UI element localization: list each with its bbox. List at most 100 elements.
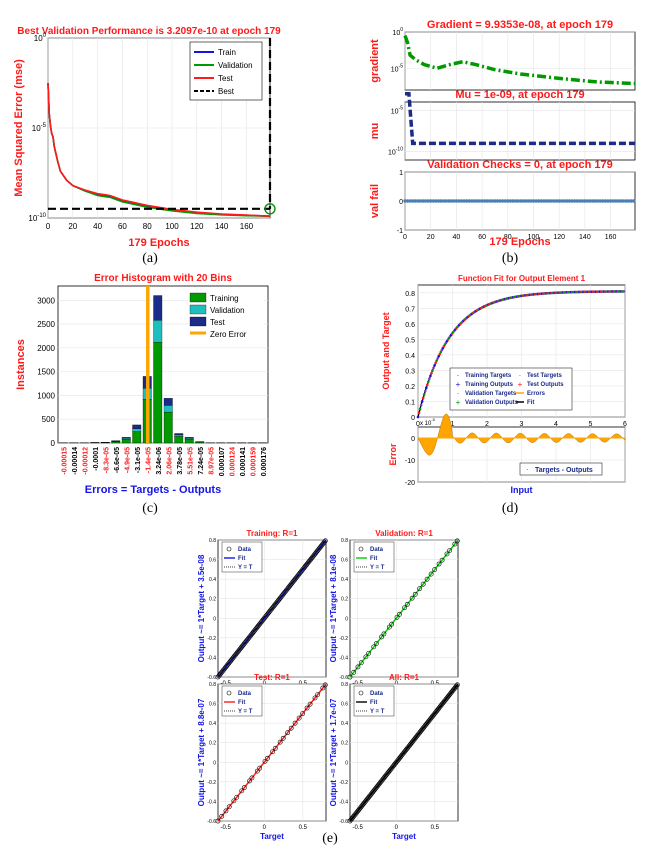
caption-e: (e) — [322, 831, 338, 846]
ytick-e-0-1: 0.6 — [209, 558, 216, 564]
data-e-2-12 — [262, 758, 268, 764]
series-b-valfail-point-146 — [590, 199, 595, 203]
panel-e-regression: Training: R=1 Target Output ~= 1*Target + … — [197, 529, 460, 841]
ytick-e-2-2: 0.4 — [209, 721, 216, 727]
data-e-2-27 — [320, 685, 326, 691]
caption-a: (a) — [142, 251, 158, 266]
series-b-valfail-point-152 — [598, 199, 603, 203]
series-b-valfail-point-38 — [452, 199, 456, 203]
series-b-mu — [405, 91, 635, 146]
xlabel-a: 179 Epochs — [128, 237, 189, 249]
legend-e-swatch-data-3 — [358, 690, 364, 696]
ytick-d-1: 0.1 — [405, 399, 415, 406]
series-b-valfail-point-48 — [464, 199, 469, 203]
series-b-valfail-point-128 — [567, 199, 572, 203]
legend-d-err-swatch: · — [526, 465, 529, 474]
series-b-valfail-point-20 — [428, 199, 433, 203]
data-e-2-14 — [270, 749, 276, 755]
xtick-c-18: 0.000159 — [250, 447, 257, 476]
ytick-a-1: 10-5 — [32, 123, 47, 133]
series-b-valfail-point-18 — [426, 199, 430, 203]
xtick-e-3-2: 0.5 — [431, 825, 440, 831]
legend-d-swatch-5: + — [518, 380, 523, 389]
series-d-point-13 — [430, 371, 433, 375]
xtick-c-5: -6.6e-05 — [114, 447, 121, 473]
series-b-valfail-point-10 — [416, 199, 420, 203]
series-b-valfail-point-72 — [495, 199, 500, 203]
title-d: Function Fit for Output Element 1 — [458, 274, 586, 283]
series-b-valfail-point-40 — [454, 199, 459, 203]
xtick-c-15: 0.000107 — [219, 447, 226, 476]
best-a-marker — [264, 203, 276, 215]
title-b-1: Mu = 1e-09, at epoch 179 — [455, 89, 584, 101]
legend-c-swatch-1 — [189, 304, 207, 315]
data-e-1-13 — [397, 611, 402, 617]
legend-a-label-2: Test — [218, 74, 233, 83]
fit-e-1 — [349, 539, 459, 678]
series-b-valfail-point-86 — [513, 199, 518, 203]
ytick-e-1-2: 0.4 — [341, 577, 348, 583]
series-d-point-3 — [419, 403, 423, 407]
data-e-2-11 — [257, 765, 263, 771]
series-b-valfail-point-84 — [511, 199, 515, 203]
xtick-d-2: 2 — [485, 421, 489, 428]
data-e-1-27 — [452, 541, 458, 547]
series-b-valfail-point-110 — [544, 199, 549, 203]
series-b-valfail-point-130 — [570, 199, 574, 203]
ytick-e-1-3: 0.2 — [341, 597, 348, 603]
legend-a-label-0: Train — [218, 48, 236, 57]
ytick-e-3-6: -0.4 — [339, 799, 348, 805]
series-d-point-9 — [426, 383, 429, 386]
data-e-1-12 — [394, 614, 400, 620]
xtick-e-3-1: 0 — [395, 825, 399, 831]
series-b-valfail-point-172 — [624, 199, 628, 203]
ytick-b-1-1: 10-10 — [388, 147, 403, 157]
data-e-1-21 — [428, 571, 434, 577]
series-d-point-4 — [420, 400, 424, 403]
legend-e-label-1-1: Fit — [370, 556, 377, 562]
bar-c-test-11 — [174, 433, 184, 436]
series-b-valfail-point-2 — [405, 199, 410, 203]
series-b-valfail-point-174 — [626, 199, 631, 203]
caption-d: (d) — [502, 501, 519, 516]
ytick-a-2: 100 — [34, 33, 47, 43]
series-b-valfail-point-50 — [467, 199, 471, 203]
ytick-e-3-7: -0.6 — [339, 819, 348, 825]
ytick-e-0-6: -0.4 — [207, 655, 216, 661]
data-e-2-28 — [322, 682, 328, 688]
ytick-e-3-5: -0.2 — [339, 780, 348, 786]
series-b-valfail-point-136 — [578, 199, 582, 203]
ytick-a-0: 10-10 — [28, 213, 46, 223]
series-d-errors — [417, 413, 626, 456]
xtick-c-12: 5.51e-05 — [187, 447, 194, 475]
series-b-valfail-point-126 — [565, 199, 569, 203]
ytick-d-8: 0.8 — [405, 291, 415, 298]
xtick-a-5: 100 — [165, 222, 179, 231]
series-b-valfail-point-8 — [413, 199, 417, 203]
xtick-c-17: 0.000141 — [240, 447, 247, 476]
xtick-c-4: -8.3e-05 — [103, 447, 110, 473]
legend-c-label-0: Training — [210, 294, 239, 303]
series-b-valfail-point-102 — [534, 199, 538, 203]
legend-c-label-3: Zero Error — [210, 330, 247, 339]
xtick-b-7: 140 — [579, 234, 591, 241]
series-b-valfail-point-68 — [490, 199, 495, 203]
series-b-valfail-point-160 — [608, 199, 613, 203]
xtick-c-2: -0.00012 — [82, 447, 89, 475]
ytick-c-6: 3000 — [37, 296, 55, 305]
ytick-c-1: 500 — [42, 415, 56, 424]
xtick-c-19: 0.000176 — [261, 447, 268, 476]
error-scale-d: x 10-5 — [420, 417, 436, 427]
ytick-e-2-6: -0.4 — [207, 799, 216, 805]
data-e-2-20 — [292, 720, 298, 726]
bar-c-training-6 — [121, 439, 131, 444]
series-b-valfail-point-76 — [500, 199, 505, 203]
xtick-a-4: 80 — [143, 222, 152, 231]
legend-d-label-3: Validation Outputs — [465, 400, 519, 406]
series-b-valfail-point-28 — [439, 199, 443, 203]
ytick-e-3-1: 0.6 — [341, 702, 348, 708]
series-b-valfail-point-156 — [603, 199, 608, 203]
series-d-point-12 — [429, 374, 432, 378]
xlabel-d: Input — [511, 485, 533, 495]
xlabel-e-2: Target — [260, 832, 284, 841]
